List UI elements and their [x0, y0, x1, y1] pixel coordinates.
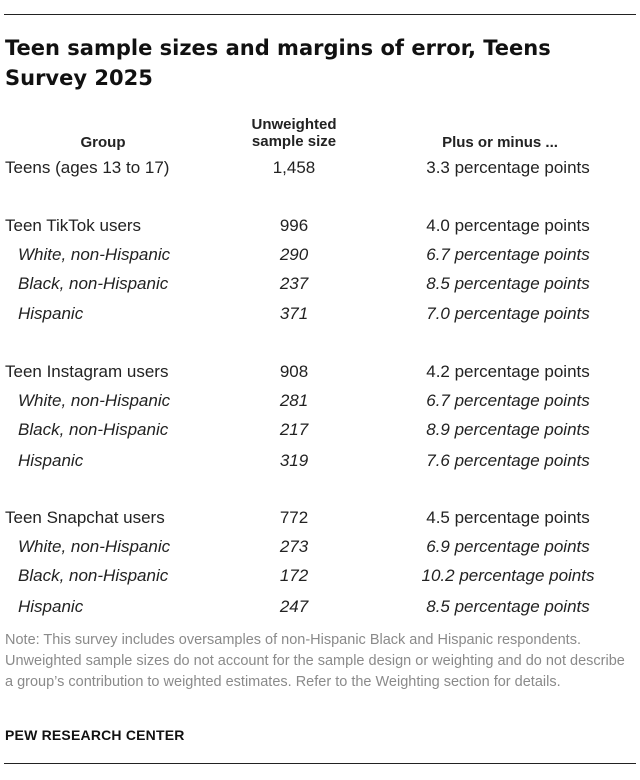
column-header-sample-size-line1: Unweighted — [251, 116, 337, 133]
table-row: Hispanic 247 8.5 percentage points — [0, 596, 640, 618]
table-row: Teen Snapchat users 772 4.5 percentage p… — [0, 507, 640, 529]
row-sample-size: 217 — [279, 420, 309, 439]
row-group: White, non-Hispanic — [18, 245, 171, 264]
row-group: Hispanic — [18, 304, 84, 323]
column-header-sample-size: Unweighted sample size — [230, 116, 358, 150]
top-rule — [4, 14, 636, 15]
table-row: White, non-Hispanic 290 6.7 percentage p… — [0, 244, 640, 266]
row-sample-size: 1,458 — [272, 158, 316, 177]
table-row: Teens (ages 13 to 17) 1,458 3.3 percenta… — [0, 157, 640, 179]
row-group: Teen TikTok users — [5, 216, 142, 235]
row-sample-size: 247 — [279, 597, 309, 616]
bottom-rule — [4, 763, 636, 764]
row-group: Teen Snapchat users — [5, 508, 165, 527]
footnote: Note: This survey includes oversamples o… — [5, 632, 625, 690]
column-header-sample-size-line2: sample size — [251, 133, 337, 150]
row-group: Teens (ages 13 to 17) — [5, 158, 170, 177]
row-group: Black, non-Hispanic — [18, 274, 169, 293]
row-group: White, non-Hispanic — [18, 391, 171, 410]
row-margin-of-error: 7.0 percentage points — [426, 304, 590, 323]
row-margin-of-error: 4.0 percentage points — [426, 216, 590, 235]
row-sample-size: 772 — [279, 508, 309, 527]
row-margin-of-error: 6.9 percentage points — [426, 537, 590, 556]
row-group: White, non-Hispanic — [18, 537, 171, 556]
row-sample-size: 273 — [279, 537, 309, 556]
row-margin-of-error: 6.7 percentage points — [426, 391, 590, 410]
row-sample-size: 237 — [279, 274, 309, 293]
row-group: Black, non-Hispanic — [18, 420, 169, 439]
table-row: Teen TikTok users 996 4.0 percentage poi… — [0, 215, 640, 237]
row-sample-size: 290 — [279, 245, 309, 264]
row-margin-of-error: 6.7 percentage points — [426, 245, 590, 264]
row-margin-of-error: 8.9 percentage points — [426, 420, 590, 439]
table-row: Black, non-Hispanic 172 10.2 percentage … — [0, 565, 640, 587]
row-group: Hispanic — [18, 597, 84, 616]
table-row: White, non-Hispanic 281 6.7 percentage p… — [0, 390, 640, 412]
row-margin-of-error: 8.5 percentage points — [426, 597, 590, 616]
row-sample-size: 172 — [279, 566, 309, 585]
page-title: Teen sample sizes and margins of error, … — [5, 36, 551, 90]
column-header-group: Group — [80, 134, 126, 151]
row-group: Hispanic — [18, 451, 84, 470]
table-row: Hispanic 371 7.0 percentage points — [0, 303, 640, 325]
source-credit: PEW RESEARCH CENTER — [5, 727, 185, 743]
table-row: White, non-Hispanic 273 6.9 percentage p… — [0, 536, 640, 558]
row-margin-of-error: 7.6 percentage points — [426, 451, 590, 470]
row-sample-size: 908 — [279, 362, 309, 381]
row-margin-of-error: 8.5 percentage points — [426, 274, 590, 293]
row-group: Teen Instagram users — [5, 362, 169, 381]
row-margin-of-error: 4.2 percentage points — [426, 362, 590, 381]
row-sample-size: 371 — [279, 304, 309, 323]
row-sample-size: 319 — [279, 451, 309, 470]
column-header-margin-of-error: Plus or minus ... — [442, 134, 558, 151]
table-row: Black, non-Hispanic 217 8.9 percentage p… — [0, 419, 640, 441]
table-row: Black, non-Hispanic 237 8.5 percentage p… — [0, 273, 640, 295]
table-row: Teen Instagram users 908 4.2 percentage … — [0, 361, 640, 383]
row-margin-of-error: 4.5 percentage points — [426, 508, 590, 527]
table-row: Hispanic 319 7.6 percentage points — [0, 450, 640, 472]
row-sample-size: 281 — [279, 391, 309, 410]
row-margin-of-error: 10.2 percentage points — [421, 566, 595, 585]
row-sample-size: 996 — [279, 216, 309, 235]
row-margin-of-error: 3.3 percentage points — [426, 158, 590, 177]
row-group: Black, non-Hispanic — [18, 566, 169, 585]
